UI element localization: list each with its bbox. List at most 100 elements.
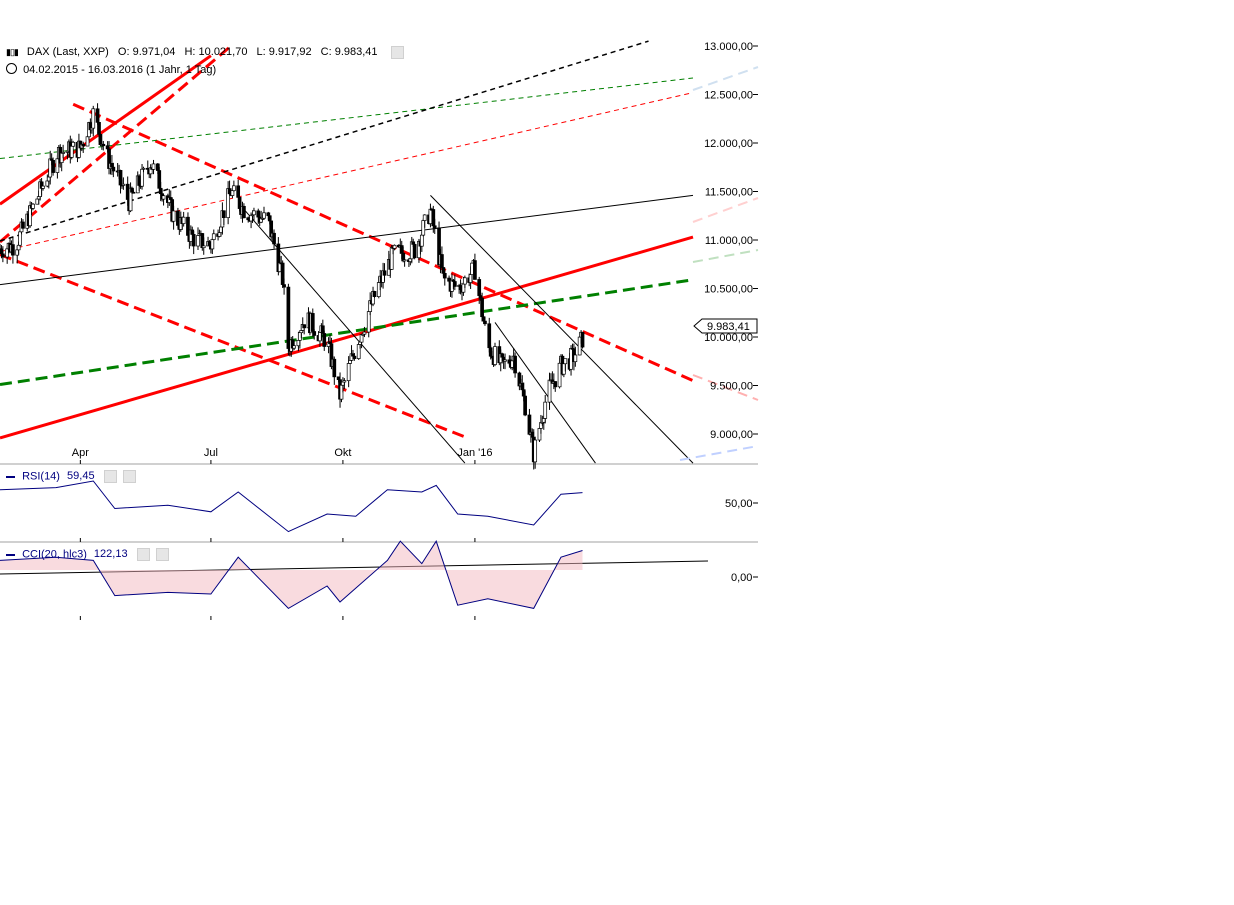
low-value: L: 9.917,92 xyxy=(256,46,312,59)
date-x-axis: Apr Jul Okt Jan '16 xyxy=(72,447,492,620)
candle xyxy=(473,253,477,280)
candle xyxy=(362,326,367,338)
x-tick-label: Okt xyxy=(334,447,351,459)
y-tick-label: 9.000,00 xyxy=(710,429,753,441)
candle xyxy=(332,356,337,385)
high-value: H: 10.021,70 xyxy=(184,46,248,59)
rsi-axis-label: 50,00 xyxy=(725,498,758,510)
candle xyxy=(51,157,55,176)
trendline-extension-2 xyxy=(692,197,759,223)
trendline-7 xyxy=(0,92,694,253)
trendline-1 xyxy=(0,235,694,440)
trendline-3 xyxy=(0,253,466,439)
candle xyxy=(513,352,517,378)
cci-header: CCI(20, hlc3) 122,13 xyxy=(6,548,169,561)
x-tick-label: Jan '16 xyxy=(457,447,492,459)
trendline-2 xyxy=(72,102,694,383)
candle xyxy=(392,244,397,251)
cci-line xyxy=(0,540,583,610)
candle xyxy=(523,390,527,417)
x-tick-label: Apr xyxy=(72,447,89,459)
candle xyxy=(573,346,578,367)
trendline-extension-0 xyxy=(692,374,759,401)
trendline-extension-1 xyxy=(692,249,759,263)
trendline-11 xyxy=(430,195,694,464)
trendlines xyxy=(0,40,759,464)
cci-settings-icon[interactable] xyxy=(136,548,150,561)
candle xyxy=(432,218,437,234)
candle xyxy=(503,353,507,370)
close-value: C: 9.983,41 xyxy=(320,46,378,59)
last-price-value: 9.983,41 xyxy=(707,321,750,333)
candle xyxy=(141,166,146,173)
candle xyxy=(483,316,487,326)
candle xyxy=(21,219,25,230)
candle xyxy=(151,159,156,175)
trendline-4 xyxy=(0,44,232,244)
candle xyxy=(272,229,276,249)
candle xyxy=(221,210,226,226)
price-y-axis: 13.000,00 12.500,00 12.000,00 11.500,00 11.0… xyxy=(704,41,758,441)
candle xyxy=(262,206,266,221)
candle xyxy=(463,275,467,288)
candle xyxy=(191,231,196,255)
date-range: 04.02.2015 - 16.03.2016 (1 Jahr, 1 Tag) xyxy=(23,64,217,76)
trendline-10 xyxy=(244,210,466,464)
candle xyxy=(121,177,126,190)
candle xyxy=(101,140,106,151)
cci-close-icon[interactable] xyxy=(155,548,169,561)
y-tick-label: 12.000,00 xyxy=(704,138,753,150)
candle xyxy=(242,203,246,219)
last-price-tag: 9.983,41 xyxy=(693,318,758,334)
candle xyxy=(292,341,296,351)
rsi-header: RSI(14) 59,45 xyxy=(6,470,136,483)
candle xyxy=(11,236,15,264)
candle xyxy=(111,162,116,178)
symbol-name: DAX (Last, XXP) xyxy=(26,46,109,59)
y-tick-label: 12.500,00 xyxy=(704,90,753,102)
candle xyxy=(322,330,327,351)
cci-axis-0: 0,00 xyxy=(731,572,752,584)
candle xyxy=(402,252,407,267)
rsi-line xyxy=(0,480,583,533)
settings-icon[interactable] xyxy=(390,46,404,59)
rsi-close-icon[interactable] xyxy=(122,470,136,483)
candle xyxy=(31,202,35,211)
candle xyxy=(543,394,548,424)
rsi-settings-icon[interactable] xyxy=(103,470,117,483)
x-tick-label: Jul xyxy=(204,447,218,459)
trendline-9 xyxy=(0,194,694,286)
candle xyxy=(171,205,176,230)
candle xyxy=(236,179,241,198)
y-tick-label: 11.500,00 xyxy=(705,187,753,199)
ohlc-header: ▮▯▮ DAX (Last, XXP) O: 9.971,04 H: 10.02… xyxy=(6,46,410,59)
cci-panel xyxy=(0,540,709,610)
trendline-6 xyxy=(0,77,694,160)
rsi-axis-50: 50,00 xyxy=(725,498,753,510)
clock-icon xyxy=(6,63,17,74)
candle xyxy=(422,214,427,228)
date-range-header: 04.02.2015 - 16.03.2016 (1 Jahr, 1 Tag) xyxy=(6,63,222,76)
trendline-5 xyxy=(0,278,694,387)
rsi-panel xyxy=(0,480,583,533)
candle xyxy=(91,105,96,137)
y-tick-label: 9.500,00 xyxy=(710,381,753,393)
rsi-line-icon xyxy=(6,475,15,478)
candle xyxy=(342,378,347,390)
candle xyxy=(382,263,387,282)
rsi-value: 59,45 xyxy=(67,470,95,483)
trendline-12 xyxy=(494,322,596,464)
candle xyxy=(372,290,377,298)
cci-line-icon xyxy=(6,553,15,556)
trendline-extension-3 xyxy=(692,66,759,91)
cci-value: 122,13 xyxy=(93,548,128,561)
cci-axis-label: 0,00 xyxy=(731,572,758,584)
open-value: O: 9.971,04 xyxy=(117,46,176,59)
candle xyxy=(452,274,457,291)
chart-frame xyxy=(0,463,758,543)
candle xyxy=(81,141,86,153)
price-candles xyxy=(0,103,585,470)
candle xyxy=(211,229,216,241)
rsi-label: RSI(14) xyxy=(22,470,60,483)
